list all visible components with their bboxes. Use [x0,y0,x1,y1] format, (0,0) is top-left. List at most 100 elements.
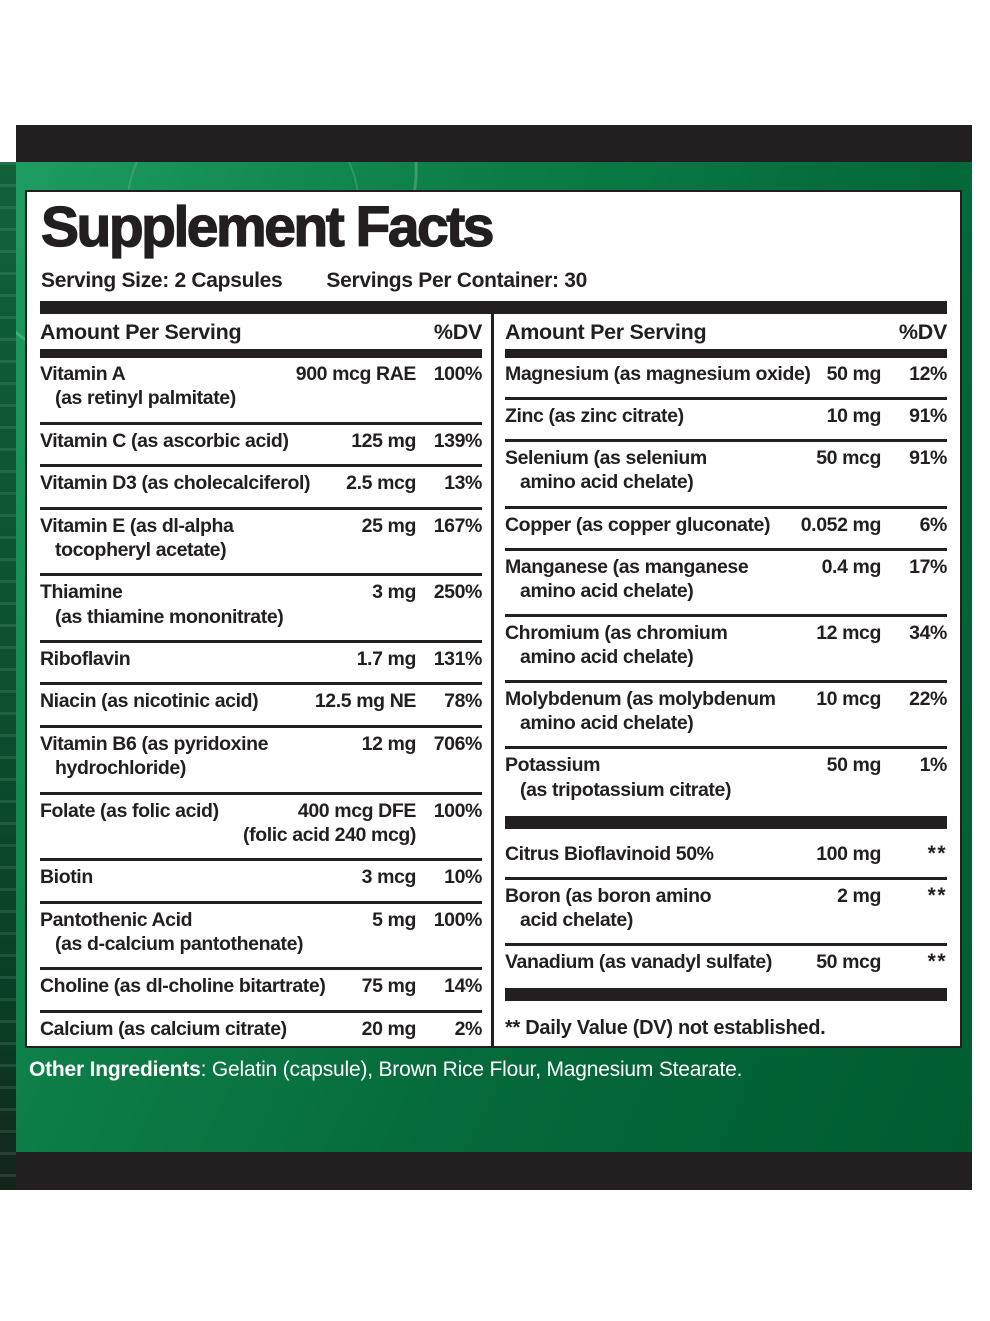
nutrient-name: Vitamin E (as dl-alpha tocopheryl acetat… [40,514,354,562]
nutrient-dv: ** [927,883,947,907]
nutrient-dv: ** [927,949,947,973]
table-row: Citrus Bioflavinoid 50% 100 mg ** [505,838,947,871]
nutrient-amount: 20 mg [361,1017,417,1041]
nutrient-dv: 100% [433,363,483,386]
nutrient-name: Vitamin C (as ascorbic acid) [40,429,343,453]
other-ingredients-line: Other Ingredients: Gelatin (capsule), Br… [29,1058,959,1082]
column-header-amount: Amount Per Serving [505,320,707,345]
nutrient-name-line2: (as d-calcium pantothenate) [55,932,304,955]
nutrient-dv: 78% [444,690,482,713]
nutrient-amount-line1: 50 mg [826,754,882,777]
nutrient-amount: 2.5 mcg [346,471,416,495]
nutrient-name-line2: acid chelate) [520,908,633,931]
nutrient-amount: 100 mg [816,842,881,866]
other-ingredients-text: : Gelatin (capsule), Brown Rice Flour, M… [200,1058,743,1081]
nutrient-dv: 91% [909,447,947,470]
nutrient-name: Vitamin A (as retinyl palmitate) [40,362,288,410]
thick-divider-bar [40,301,947,315]
table-row: Copper (as copper gluconate) 0.052 mg 6% [505,505,948,542]
nutrient-amount-line1: 10 mg [826,405,882,428]
nutrient-amount-line1: 900 mcg RAE [295,363,417,386]
nutrient-columns: Amount Per Serving %DV Vitamin A (as ret… [40,314,947,1046]
nutrient-dv: 139% [433,429,483,452]
nutrient-name: Biotin [40,865,354,889]
table-row: Chromium (as chromium amino acid chelate… [505,613,947,674]
nutrient-name-line2: (as thiamine mononitrate) [55,605,284,628]
table-row: Boron (as boron amino acid chelate) 2 mg… [505,876,947,937]
nutrient-amount: 2 mg [837,884,881,908]
nutrient-name: Vitamin B6 (as pyridoxine hydrochloride) [40,732,354,780]
nutrient-name: Boron (as boron amino acid chelate) [505,884,829,932]
nutrient-name-line1: Vitamin B6 (as pyridoxine [40,732,269,755]
table-row: Vitamin D3 (as cholecalciferol) 2.5 mcg … [40,464,482,500]
label-top-black-bar [16,125,972,162]
table-row: Choline (as dl-choline bitartrate) 75 mg… [40,967,482,1003]
nutrient-amount-line2: (folic acid 240 mcg) [243,823,416,846]
nutrient-amount: 50 mg [826,753,882,777]
nutrient-name: Vanadium (as vanadyl sulfate) [505,950,808,974]
nutrient-amount-line1: 2.5 mcg [346,472,416,495]
table-row: Molybdenum (as molybdenum amino acid che… [505,680,947,740]
nutrient-dv: 6% [919,513,948,536]
nutrient-name: Calcium (as calcium citrate) [40,1017,354,1041]
nutrient-amount-line1: 2 mg [837,884,881,907]
nutrient-name-line1: Vitamin D3 (as cholecalciferol) [40,472,311,495]
column-header-dv: %DV [898,320,947,345]
nutrient-name: Citrus Bioflavinoid 50% [505,842,808,866]
nutrient-amount-line1: 5 mg [372,908,416,931]
nutrient-dv: 250% [433,581,483,604]
nutrient-amount-line1: 3 mg [372,581,416,604]
nutrient-name: Molybdenum (as molybdenum amino acid che… [505,687,808,735]
nutrient-name-line1: Citrus Bioflavinoid 50% [505,842,714,865]
nutrient-dv: ** [927,841,947,865]
nutrient-amount-line1: 20 mg [361,1017,417,1040]
nutrient-name: Folate (as folic acid) [40,799,235,823]
panel-title: Supplement Facts [40,195,495,259]
nutrient-name-line2: amino acid chelate) [520,471,694,494]
nutrient-name-line2: (as tripotassium citrate) [520,778,732,801]
table-row: Niacin (as nicotinic acid) 12.5 mg NE 78… [40,682,482,718]
table-row: Vanadium (as vanadyl sulfate) 50 mcg ** [505,942,947,979]
label-green-background: Supplement Facts Serving Size: 2 Capsule… [16,162,972,1152]
table-row: Vitamin C (as ascorbic acid) 125 mg 139% [40,421,483,458]
nutrient-name: Manganese (as manganese amino acid chela… [505,555,814,603]
nutrient-amount-line1: 125 mg [351,429,416,452]
nutrient-amount: 12 mcg [816,621,881,645]
nutrient-dv: 2% [454,1017,483,1040]
nutrient-name-line2: hydrochloride) [55,757,186,780]
nutrient-name-line2: amino acid chelate) [520,646,694,669]
nutrient-name-line1: Copper (as copper gluconate) [505,513,771,536]
nutrient-amount-line1: 10 mcg [816,688,881,711]
header-underline-bar [505,349,947,359]
nutrient-name-line2: amino acid chelate) [520,579,694,602]
table-row: Manganese (as manganese amino acid chela… [505,547,947,608]
nutrient-name-line1: Riboflavin [40,647,131,670]
nutrient-amount-line1: 25 mg [361,514,417,537]
nutrient-name-line1: Vitamin E (as dl-alpha [40,514,234,537]
separator-bar [505,987,947,1001]
nutrient-amount-line1: 0.052 mg [800,513,882,536]
nutrient-amount: 1.7 mg [357,647,417,671]
other-ingredients-label: Other Ingredients [29,1058,201,1081]
left-column: Amount Per Serving %DV Vitamin A (as ret… [40,314,491,1046]
table-row: Vitamin B6 (as pyridoxine hydrochloride)… [40,724,482,785]
label-bottom-black-bar [16,1152,972,1190]
column-header-dv: %DV [433,320,482,345]
nutrient-dv: 34% [909,621,947,644]
nutrient-amount: 50 mg [827,362,882,386]
nutrient-dv: 14% [444,975,482,998]
nutrient-amount: 10 mcg [816,687,881,711]
table-row: Magnesium (as magnesium oxide) 50 mg 12% [505,358,947,391]
nutrient-name: Pantothenic Acid (as d-calcium pantothen… [40,908,364,956]
nutrient-dv: 167% [433,514,483,537]
nutrient-amount: 0.052 mg [800,513,882,537]
nutrient-name-line1: Vitamin C (as ascorbic acid) [40,429,289,452]
nutrient-amount-line1: 12.5 mg NE [314,690,417,713]
table-row: Calcium (as calcium citrate) 20 mg 2% [40,1009,483,1046]
nutrient-name: Thiamine (as thiamine mononitrate) [40,580,364,628]
table-row: Vitamin E (as dl-alpha tocopheryl acetat… [40,506,483,567]
left-column-rows: Vitamin A (as retinyl palmitate) 900 mcg… [40,358,482,1046]
nutrient-amount: 25 mg [361,514,417,538]
nutrient-dv: 22% [909,688,947,711]
nutrient-name-line1: Choline (as dl-choline bitartrate) [40,975,326,998]
